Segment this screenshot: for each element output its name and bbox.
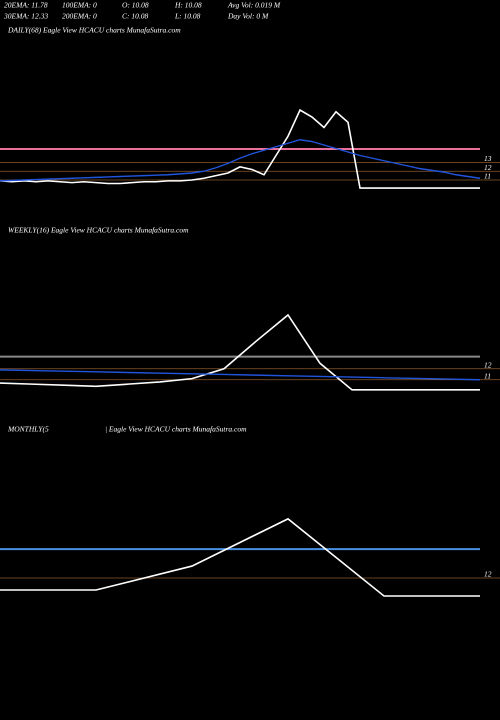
y-tick-label: 11: [484, 371, 491, 380]
y-tick-label: 11: [484, 172, 491, 181]
header-stat: 20EMA: 11.78: [4, 1, 48, 10]
y-tick-label: 13: [484, 154, 492, 163]
price-line: [0, 139, 481, 182]
price-line: [0, 517, 480, 597]
price-line: [0, 369, 481, 381]
header-stat: L: 10.08: [174, 12, 201, 21]
header-stat: Day Vol: 0 M: [227, 12, 269, 21]
price-line: [0, 313, 480, 391]
header-stat: O: 10.08: [122, 1, 149, 10]
header-stat: Avg Vol: 0.019 M: [227, 1, 281, 10]
panel-title: WEEKLY(16) Eagle View HCACU charts Munaf…: [8, 226, 189, 235]
y-tick-label: 12: [484, 360, 492, 369]
header-stat: H: 10.08: [174, 1, 202, 10]
header-stat: 100EMA: 0: [62, 1, 97, 10]
panel-title: MONTHLY(5: [7, 425, 49, 434]
header-stat: C: 10.08: [122, 12, 149, 21]
price-line: [0, 108, 480, 189]
panel-title: DAILY(68) Eagle View HCACU charts Munafa…: [7, 26, 181, 35]
panel-subtitle: | Eagle View HCACU charts MunafaSutra.co…: [105, 425, 247, 434]
header-stat: 200EMA: 0: [62, 12, 97, 21]
y-tick-label: 12: [484, 163, 492, 172]
header-stat: 30EMA: 12.33: [3, 12, 48, 21]
y-tick-label: 12: [484, 570, 492, 579]
